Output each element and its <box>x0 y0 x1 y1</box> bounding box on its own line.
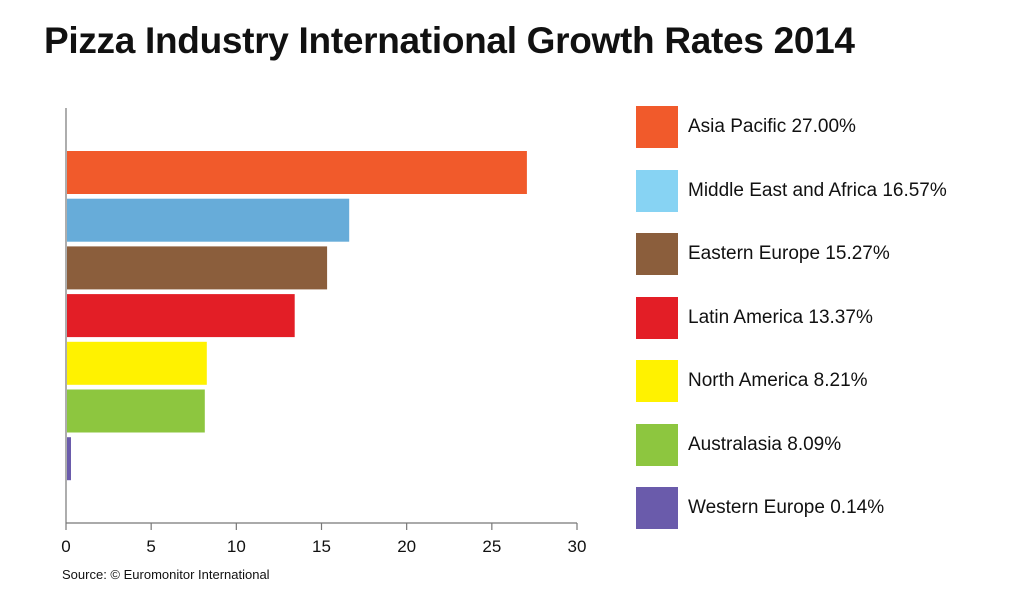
legend-label: Western Europe 0.14% <box>688 497 885 518</box>
bar-western-europe <box>67 437 71 481</box>
legend-swatch <box>636 106 678 148</box>
legend-label: Latin America 13.37% <box>688 306 873 328</box>
x-tick-label-30: 30 <box>568 537 587 556</box>
legend-label: North America 8.21% <box>688 370 868 391</box>
x-tick-label-10: 10 <box>227 537 246 556</box>
bar-australasia <box>67 389 205 433</box>
legend-label: Eastern Europe 15.27% <box>688 243 890 264</box>
legend-swatch <box>636 233 678 275</box>
axes-group: 0 5 10 15 20 25 30 <box>61 108 586 556</box>
legend-label: Asia Pacific 27.00% <box>688 116 856 137</box>
x-tick-label-15: 15 <box>312 537 331 556</box>
legend-swatch <box>636 423 678 466</box>
legend-swatch <box>636 169 678 212</box>
bar-latin-america <box>67 294 295 338</box>
legend-label: Australasia 8.09% <box>688 433 842 455</box>
legend-label: Middle East and Africa 16.57% <box>688 179 947 201</box>
x-tick-label-20: 20 <box>397 537 416 556</box>
x-tick-label-25: 25 <box>482 537 501 556</box>
bar-asia-pacific <box>67 151 527 194</box>
bar-eastern-europe <box>67 246 328 290</box>
bars-group <box>67 151 527 481</box>
bar-north-america <box>67 341 207 385</box>
legend-swatch <box>636 296 678 339</box>
chart-title: Pizza Industry International Growth Rate… <box>44 20 855 61</box>
legend-swatch <box>636 360 678 402</box>
x-tick-label-5: 5 <box>146 537 155 556</box>
x-tick-label-0: 0 <box>61 537 70 556</box>
source-note: Source: © Euromonitor International <box>62 567 270 582</box>
bar-chart: 0 5 10 15 20 25 30 <box>61 108 586 556</box>
legend-swatch <box>636 487 678 529</box>
bar-middle-east-and-africa <box>67 198 350 242</box>
